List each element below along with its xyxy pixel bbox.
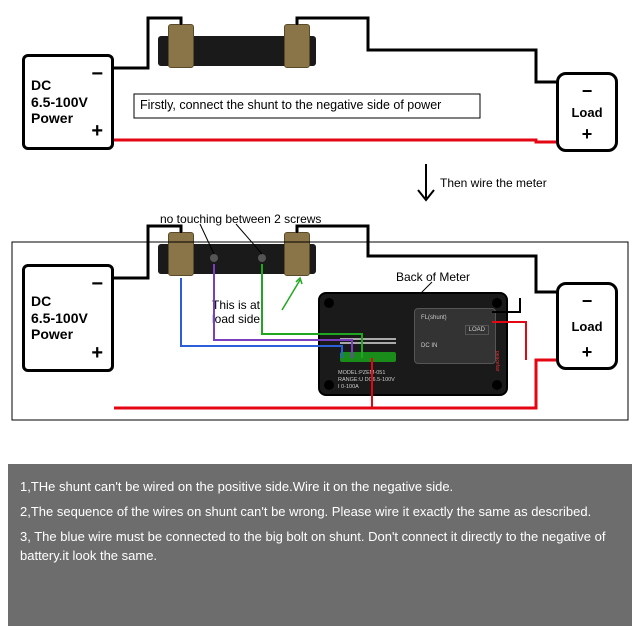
top-shunt-bolt-left: [168, 24, 194, 68]
meter-screw-tr: [492, 298, 502, 308]
meter-model: MODEL:PZEM-051: [338, 370, 385, 376]
bottom-shunt-bolt-left: [168, 232, 194, 276]
meter-dcin-label: DC IN: [421, 343, 437, 349]
top-load-box: − Load +: [556, 72, 618, 152]
bottom-shunt-bolt-right: [284, 232, 310, 276]
bottom-load-plus: +: [582, 342, 593, 363]
bottom-load-box: − Load +: [556, 282, 618, 370]
meter-body: FL(shunt) LOAD DC IN MODEL:PZEM-051 RANG…: [318, 292, 508, 396]
bottom-power-minus: −: [91, 273, 103, 296]
bottom-load-label: Load: [571, 319, 602, 334]
bottom-load-minus: −: [582, 291, 593, 312]
meter-strip-1: [340, 342, 396, 344]
transition-text: Then wire the meter: [440, 176, 547, 190]
bottom-shunt-screw-left: [210, 254, 218, 262]
bottom-power-box: − DC 6.5-100V Power +: [22, 264, 114, 372]
bottom-power-line2: 6.5-100V: [31, 310, 88, 327]
meter-amps: I 0-100A: [338, 384, 359, 390]
diagram-canvas: − DC 6.5-100V Power + − Load + Firstly, …: [0, 0, 640, 636]
meter-brand: peacefair: [494, 351, 500, 372]
transition-arrow-svg: [0, 160, 640, 220]
meter-screw-bl: [324, 380, 334, 390]
meter-panel: FL(shunt) LOAD DC IN: [414, 308, 496, 364]
bottom-shunt-screw-right: [258, 254, 266, 262]
notes-panel: 1,THe shunt can't be wired on the positi…: [8, 464, 632, 626]
bottom-power-line1: DC: [31, 293, 51, 310]
top-power-line1: DC: [31, 77, 51, 94]
top-power-plus: +: [91, 120, 103, 143]
top-load-minus: −: [582, 81, 593, 102]
meter-load-port-label: LOAD: [465, 325, 489, 335]
top-power-line3: Power: [31, 110, 73, 127]
meter-terminal-block: [340, 352, 396, 362]
meter-screw-br: [492, 380, 502, 390]
meter-screw-tl: [324, 298, 334, 308]
meter-range: RANGE:U DC6.5-100V: [338, 377, 395, 383]
note-2: 2,The sequence of the wires on shunt can…: [20, 503, 620, 522]
meter-fl-label: FL(shunt): [421, 315, 447, 321]
no-touch-text: no touching between 2 screws: [160, 212, 321, 226]
load-side-text: This is at load side: [212, 298, 282, 327]
top-power-minus: −: [91, 63, 103, 86]
note-1: 1,THe shunt can't be wired on the positi…: [20, 478, 620, 497]
top-shunt-bolt-right: [284, 24, 310, 68]
top-power-line2: 6.5-100V: [31, 94, 88, 111]
note-3: 3, The blue wire must be connected to th…: [20, 528, 620, 566]
bottom-power-line3: Power: [31, 326, 73, 343]
top-load-plus: +: [582, 124, 593, 145]
top-power-box: − DC 6.5-100V Power +: [22, 54, 114, 150]
bottom-power-plus: +: [91, 342, 103, 365]
top-step-text: Firstly, connect the shunt to the negati…: [140, 98, 441, 112]
back-of-meter-text: Back of Meter: [396, 270, 470, 284]
top-load-label: Load: [571, 105, 602, 120]
meter-strip-2: [340, 338, 396, 340]
